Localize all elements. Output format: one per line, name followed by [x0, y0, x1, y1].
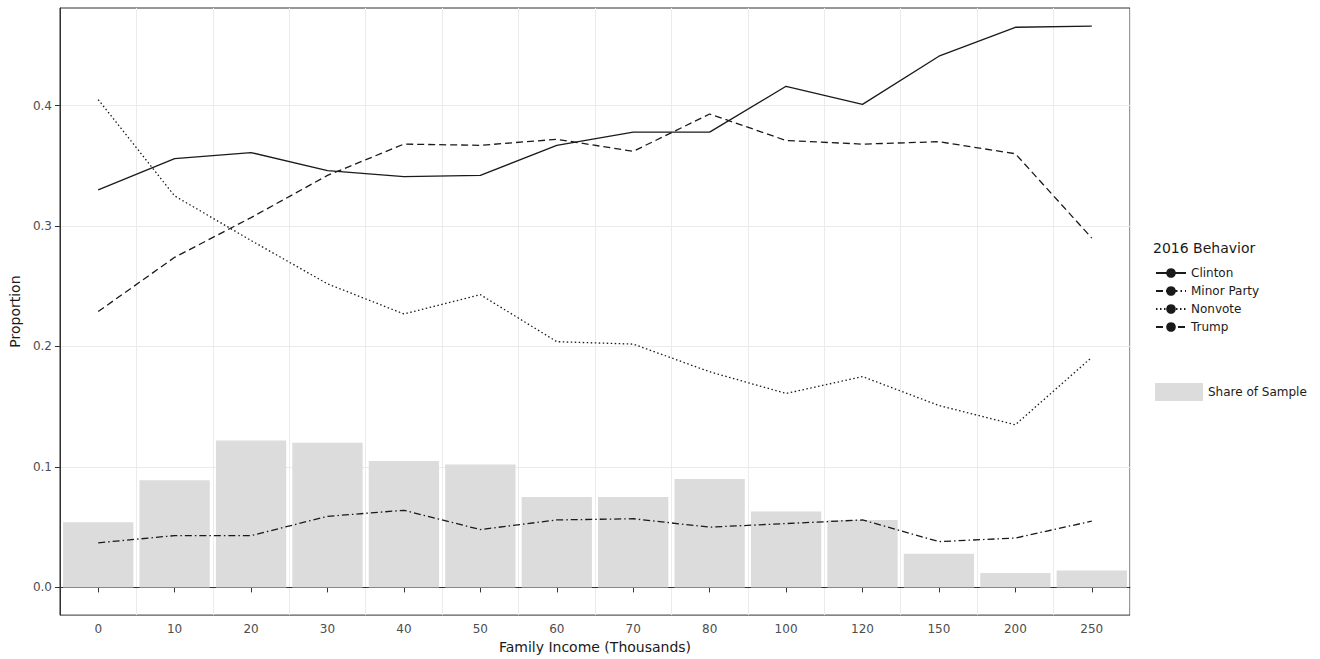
- svg-text:Trump: Trump: [1190, 320, 1228, 334]
- svg-text:100: 100: [775, 622, 798, 636]
- svg-text:0.2: 0.2: [33, 339, 52, 353]
- svg-text:Family Income (Thousands): Family Income (Thousands): [499, 639, 691, 655]
- svg-text:0.4: 0.4: [33, 99, 52, 113]
- svg-text:2016 Behavior: 2016 Behavior: [1153, 240, 1255, 256]
- svg-text:80: 80: [702, 622, 717, 636]
- svg-text:200: 200: [1004, 622, 1027, 636]
- svg-text:250: 250: [1080, 622, 1103, 636]
- svg-text:0.0: 0.0: [33, 580, 52, 594]
- svg-text:120: 120: [851, 622, 874, 636]
- svg-text:0: 0: [94, 622, 102, 636]
- svg-text:150: 150: [927, 622, 950, 636]
- svg-text:Minor Party: Minor Party: [1191, 284, 1259, 298]
- svg-text:Share of Sample: Share of Sample: [1208, 385, 1307, 399]
- svg-text:40: 40: [396, 622, 411, 636]
- svg-text:Nonvote: Nonvote: [1191, 302, 1241, 316]
- svg-text:30: 30: [320, 622, 335, 636]
- svg-text:Clinton: Clinton: [1191, 266, 1233, 280]
- svg-text:0.1: 0.1: [33, 460, 52, 474]
- svg-text:20: 20: [243, 622, 258, 636]
- svg-text:60: 60: [549, 622, 564, 636]
- svg-text:50: 50: [473, 622, 488, 636]
- svg-text:10: 10: [167, 622, 182, 636]
- svg-text:0.3: 0.3: [33, 219, 52, 233]
- svg-text:Proportion: Proportion: [7, 275, 23, 347]
- svg-text:70: 70: [626, 622, 641, 636]
